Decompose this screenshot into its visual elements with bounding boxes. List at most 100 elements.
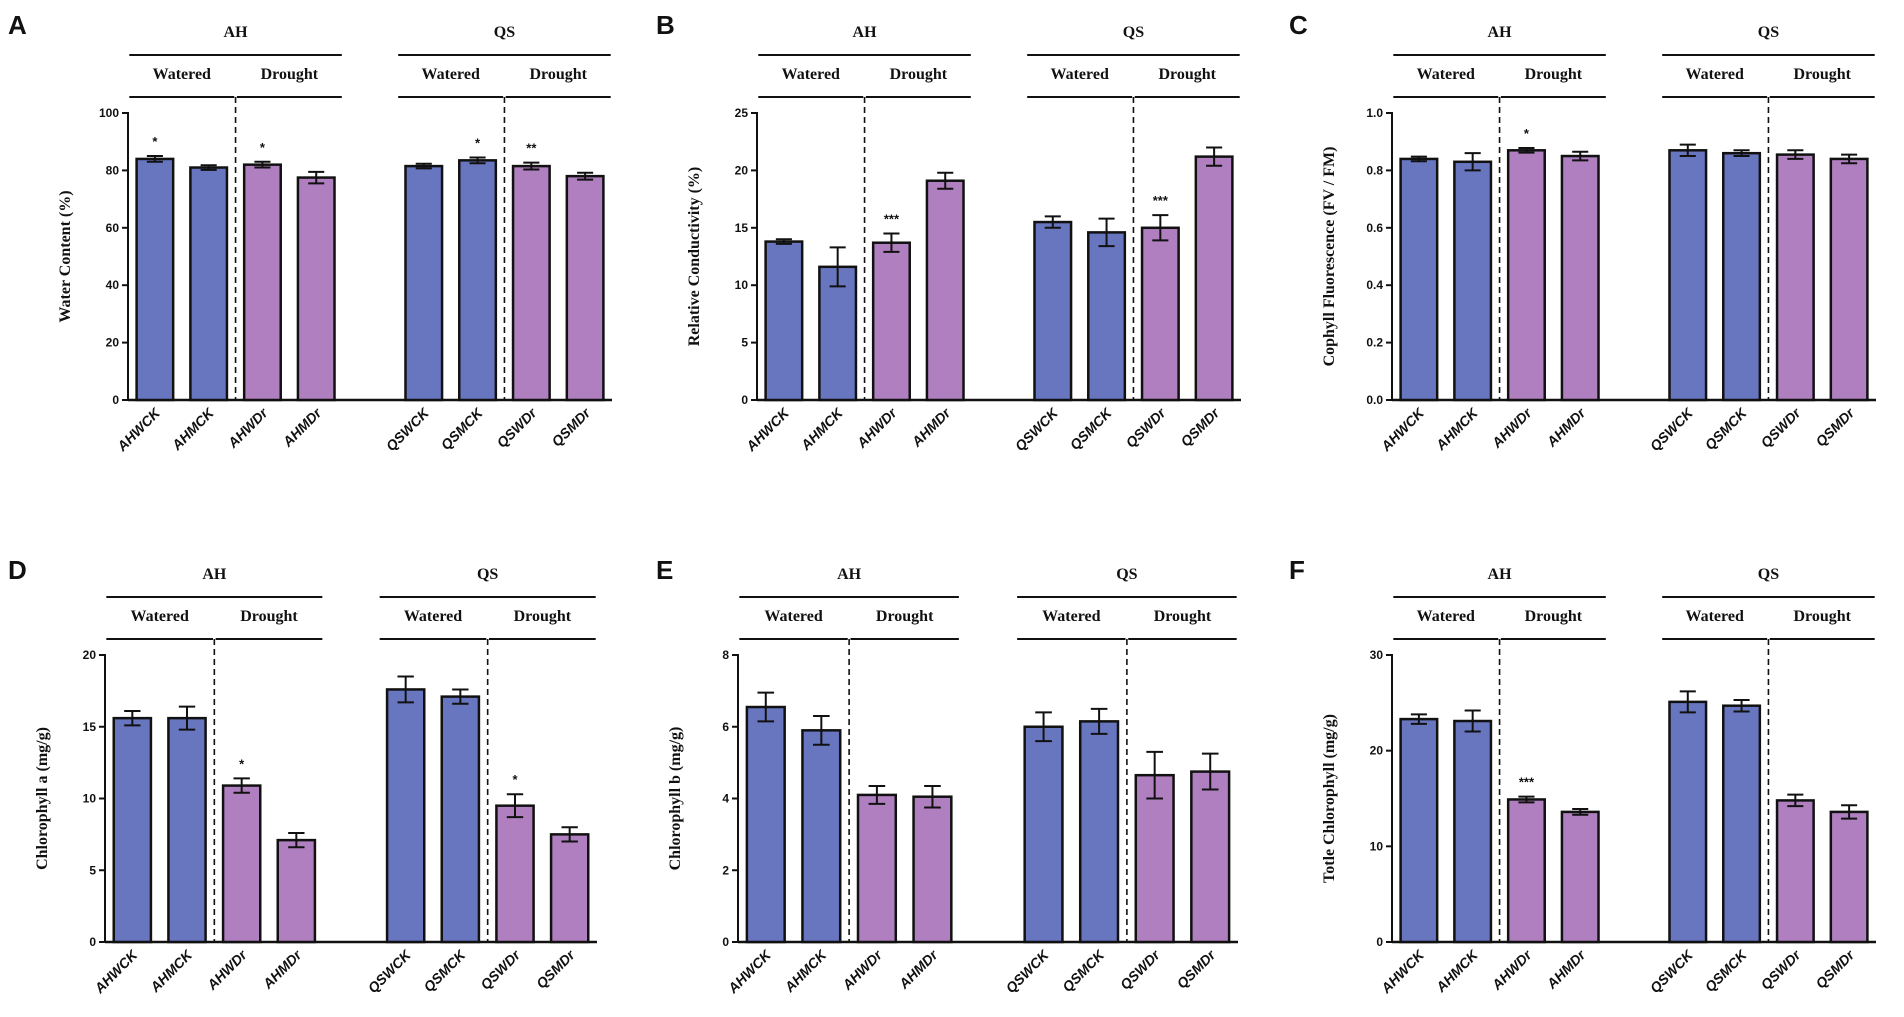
bar-ahwdr bbox=[221, 784, 262, 944]
y-axis-label: Totle Chlorophyll (mg/g) bbox=[1321, 714, 1338, 883]
bar-qswck bbox=[385, 688, 426, 944]
x-tick-label: AHWCK bbox=[113, 404, 164, 455]
bar-qsmdr bbox=[1829, 810, 1869, 944]
y-tick-label: 20 bbox=[1370, 744, 1384, 758]
group-label-ah: AH bbox=[1488, 566, 1513, 583]
y-tick-label: 10 bbox=[1370, 839, 1384, 853]
y-tick-label: 30 bbox=[1370, 648, 1384, 662]
significance-mark: *** bbox=[884, 212, 900, 227]
significance-mark: * bbox=[1524, 126, 1530, 141]
bar-ahmck bbox=[801, 729, 842, 944]
y-axis-label: Water Content (%) bbox=[57, 190, 74, 322]
bar-qsmck bbox=[1087, 231, 1127, 402]
group-label-qs: QS bbox=[1758, 24, 1779, 41]
x-tick-label: AHWDr bbox=[838, 946, 886, 994]
y-axis-label: Chlorophyll a (mg/g) bbox=[34, 727, 51, 870]
subgroup-label-drought: Drought bbox=[261, 66, 319, 83]
chart-panel-d: D AH QS Watered Drought Watered Drought 0 5 10 15 2… bbox=[8, 555, 597, 997]
significance-mark: * bbox=[512, 772, 518, 787]
x-tick-label: QSMDr bbox=[1812, 946, 1858, 992]
x-tick-label: QSMDr bbox=[1812, 404, 1858, 450]
x-tick-label: QSMCK bbox=[1702, 946, 1751, 995]
subgroup-label-watered: Watered bbox=[1685, 608, 1743, 625]
y-tick-label: 10 bbox=[735, 278, 749, 292]
bar-qsmdr bbox=[1190, 770, 1231, 944]
y-tick-label: 4 bbox=[722, 792, 729, 806]
x-tick-label: QSMCK bbox=[420, 946, 469, 995]
group-label-qs: QS bbox=[1123, 24, 1144, 41]
bar-ahwdr bbox=[856, 793, 898, 944]
x-tick-label: QSWCK bbox=[1002, 946, 1052, 996]
bar-ahmdr bbox=[1560, 154, 1600, 402]
bar-ahwck bbox=[135, 157, 175, 402]
x-tick-label: AHWDr bbox=[1488, 946, 1536, 994]
subgroup-label-watered: Watered bbox=[1042, 608, 1100, 625]
x-tick-label: AHMCK bbox=[781, 946, 830, 995]
subgroup-label-watered: Watered bbox=[1685, 66, 1743, 83]
subgroup-label-drought: Drought bbox=[1154, 608, 1212, 625]
x-tick-label: AHMCK bbox=[146, 946, 195, 995]
x-tick-label: QSWDr bbox=[493, 404, 540, 451]
bar-qswck bbox=[1668, 700, 1708, 944]
group-label-ah: AH bbox=[202, 566, 227, 583]
subgroup-label-watered: Watered bbox=[1417, 608, 1475, 625]
x-tick-label: QSWCK bbox=[365, 946, 415, 996]
x-tick-label: QSWDr bbox=[1757, 404, 1804, 451]
chart-panel-e: E AH QS Watered Drought Watered Drought 0 2 4 6 8 Ch… bbox=[656, 555, 1238, 997]
x-tick-label: AHWCK bbox=[90, 946, 141, 997]
y-tick-label: 20 bbox=[735, 163, 749, 177]
group-label-qs: QS bbox=[1758, 566, 1779, 583]
x-tick-label: AHWDr bbox=[203, 946, 251, 994]
bar-qsmck bbox=[1722, 151, 1762, 402]
bar-qsmck bbox=[458, 159, 498, 402]
subgroup-label-watered: Watered bbox=[764, 608, 822, 625]
y-axis-label: Chlorophyll b (mg/g) bbox=[667, 727, 684, 871]
y-tick-label: 40 bbox=[106, 278, 120, 292]
x-tick-label: AHMDr bbox=[908, 404, 955, 451]
y-tick-label: 5 bbox=[741, 336, 748, 350]
y-tick-label: 15 bbox=[735, 221, 749, 235]
x-tick-label: QSMDr bbox=[1173, 946, 1219, 992]
bar-ahwck bbox=[745, 705, 786, 944]
x-tick-label: AHWDr bbox=[853, 404, 901, 452]
subgroup-label-drought: Drought bbox=[1525, 608, 1583, 625]
subgroup-label-drought: Drought bbox=[240, 608, 298, 625]
subgroup-label-watered: Watered bbox=[1417, 66, 1475, 83]
x-tick-label: AHWDr bbox=[1488, 404, 1536, 452]
bar-ahwck bbox=[112, 716, 153, 944]
bar-ahwck bbox=[1399, 157, 1439, 402]
x-tick-label: AHWCK bbox=[724, 946, 775, 997]
y-axis-label: Relative Conductivity (%) bbox=[686, 167, 703, 347]
bar-qsmck bbox=[1722, 704, 1762, 944]
bar-ahmck bbox=[167, 716, 207, 944]
y-tick-label: 25 bbox=[735, 106, 749, 120]
bar-qswdr bbox=[1140, 226, 1180, 402]
significance-mark: * bbox=[152, 134, 158, 149]
x-tick-label: AHWCK bbox=[1377, 946, 1428, 997]
y-tick-label: 1.0 bbox=[1366, 106, 1383, 120]
panel-letter: F bbox=[1289, 555, 1305, 585]
chart-panel-c: C AH QS Watered Drought Watered Drought 0.0 0.2 0… bbox=[1289, 10, 1876, 455]
y-tick-label: 0 bbox=[1376, 935, 1383, 949]
y-tick-label: 0.2 bbox=[1366, 336, 1383, 350]
x-tick-label: QSWCK bbox=[1012, 404, 1062, 454]
y-axis-label: Cophyll Fluorescence (FV / FM) bbox=[1321, 147, 1338, 367]
bar-qswck bbox=[1023, 725, 1064, 944]
bar-ahmdr bbox=[912, 795, 953, 944]
y-tick-label: 0.6 bbox=[1366, 221, 1383, 235]
x-tick-label: AHWCK bbox=[1377, 404, 1428, 455]
y-tick-label: 15 bbox=[83, 720, 97, 734]
subgroup-label-watered: Watered bbox=[130, 608, 188, 625]
bar-ahwdr bbox=[1506, 798, 1546, 944]
y-tick-label: 8 bbox=[722, 648, 729, 662]
group-label-ah: AH bbox=[853, 24, 878, 41]
bar-qsmdr bbox=[1829, 157, 1869, 402]
panel-letter: C bbox=[1289, 10, 1308, 40]
bar-qswdr bbox=[1134, 773, 1175, 944]
x-tick-label: QSMCK bbox=[1059, 946, 1108, 995]
y-tick-label: 60 bbox=[106, 221, 120, 235]
bar-qswdr bbox=[511, 164, 551, 402]
bar-ahwck bbox=[1399, 717, 1439, 944]
subgroup-label-watered: Watered bbox=[421, 66, 479, 83]
